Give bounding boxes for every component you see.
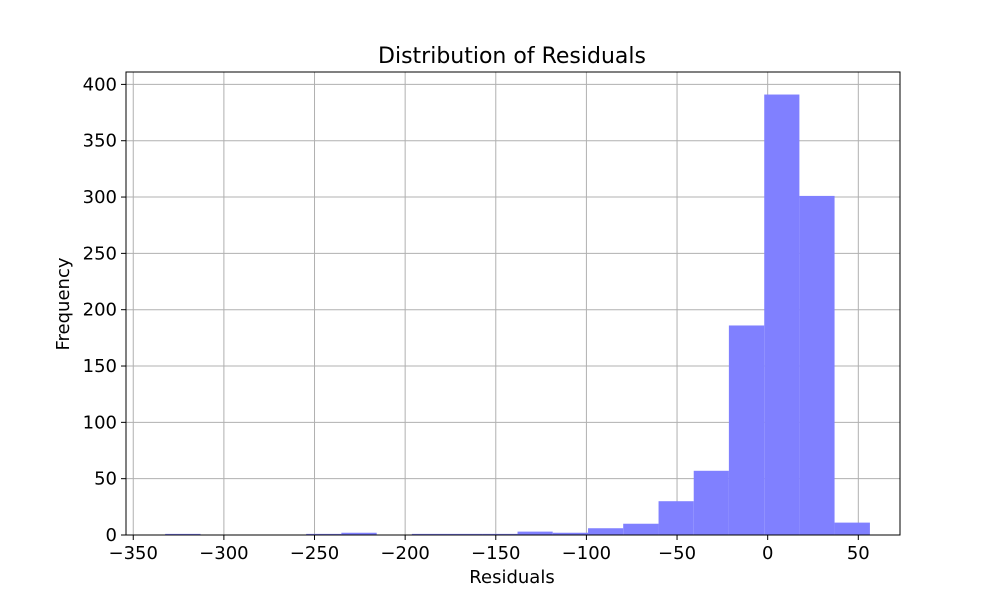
histogram-bar (623, 523, 659, 535)
histogram-bar (764, 94, 800, 536)
x-tick-label: −100 (562, 543, 611, 564)
histogram-bar (165, 533, 201, 535)
y-axis-ticks: 0 50 100 150 200 250 300 350 400 (83, 74, 126, 546)
histogram-bar (834, 522, 870, 535)
histogram-bars (165, 94, 870, 536)
histogram-bar (693, 470, 729, 535)
x-axis-ticks: −350 −300 −250 −200 −150 −100 −50 0 50 (109, 535, 870, 564)
histogram-bar (306, 533, 342, 535)
x-tick-label: 50 (847, 543, 870, 564)
x-tick-label: −250 (290, 543, 339, 564)
x-tick-label: −50 (658, 543, 696, 564)
histogram-bar (447, 533, 483, 535)
y-tick-label: 400 (83, 74, 117, 95)
histogram-bar (588, 528, 624, 535)
histogram-bar (411, 533, 448, 535)
histogram-bar (552, 532, 589, 535)
x-tick-label: 0 (762, 543, 773, 564)
histogram-bar (341, 532, 377, 535)
histogram-bar (728, 325, 765, 535)
y-tick-label: 100 (83, 412, 117, 433)
x-tick-label: −200 (380, 543, 429, 564)
y-tick-label: 0 (106, 525, 117, 546)
y-tick-label: 350 (83, 131, 117, 152)
plot-border (125, 71, 901, 536)
x-tick-label: −150 (471, 543, 520, 564)
chart-title: Distribution of Residuals (378, 44, 646, 69)
histogram-bar (517, 531, 553, 535)
y-axis-label: Frequency (53, 257, 74, 350)
y-tick-label: 150 (83, 356, 117, 377)
y-tick-label: 50 (94, 469, 117, 490)
histogram-bar (799, 195, 835, 535)
x-tick-label: −300 (199, 543, 248, 564)
histogram-bar (658, 501, 694, 535)
x-tick-label: −350 (109, 543, 158, 564)
plot-frame (125, 71, 901, 536)
y-tick-label: 300 (83, 187, 117, 208)
x-axis-label: Residuals (469, 567, 554, 588)
y-tick-label: 250 (83, 243, 117, 264)
histogram-bar (482, 533, 518, 535)
y-tick-label: 200 (83, 300, 117, 321)
